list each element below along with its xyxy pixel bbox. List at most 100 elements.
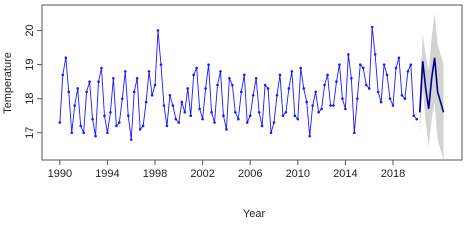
point <box>364 83 368 87</box>
point <box>216 83 219 87</box>
plot-frame <box>41 4 463 161</box>
point <box>162 104 166 107</box>
point <box>344 107 347 111</box>
point <box>189 114 193 118</box>
interval-band <box>419 13 444 161</box>
point <box>67 90 71 94</box>
point <box>138 128 142 131</box>
point <box>335 80 338 83</box>
y-tick-label: 19 <box>24 58 36 70</box>
point <box>234 111 237 114</box>
point <box>353 131 356 135</box>
point <box>222 114 225 118</box>
point <box>397 56 401 60</box>
point <box>73 104 77 107</box>
point <box>58 121 62 124</box>
point <box>394 66 398 70</box>
point <box>97 80 100 83</box>
point <box>159 63 163 66</box>
point <box>341 97 344 100</box>
point <box>213 121 216 124</box>
point <box>141 124 145 128</box>
point <box>82 131 85 135</box>
point <box>323 83 326 87</box>
point <box>305 100 309 104</box>
point <box>347 53 350 56</box>
point <box>147 70 151 73</box>
point <box>326 73 329 77</box>
point <box>239 90 243 94</box>
point <box>284 111 288 114</box>
point <box>180 100 184 104</box>
point <box>290 70 294 73</box>
point <box>308 134 312 138</box>
point <box>248 114 252 118</box>
point <box>388 97 392 100</box>
point <box>275 93 279 97</box>
point <box>129 138 133 141</box>
point <box>257 111 261 114</box>
point <box>358 63 362 66</box>
point <box>118 121 121 124</box>
point <box>373 53 377 56</box>
page: Year Temperature 17 18 19 20 1990 1994 1998 200… <box>1 4 463 220</box>
point <box>61 73 65 77</box>
point <box>272 121 276 124</box>
point <box>251 93 255 97</box>
point <box>228 76 231 80</box>
x-tick-label: 2006 <box>238 168 262 180</box>
y-axis-title: Temperature <box>2 52 14 114</box>
point <box>299 66 303 70</box>
point <box>183 111 187 114</box>
chart: Year Temperature 17 18 19 20 1990 1994 1998 200… <box>2 4 463 220</box>
point <box>70 131 74 135</box>
point <box>64 56 68 60</box>
point <box>409 63 413 66</box>
point <box>103 114 106 118</box>
point <box>121 97 124 100</box>
series-line <box>59 27 418 140</box>
point <box>320 107 323 111</box>
point <box>379 100 383 104</box>
point <box>91 117 94 121</box>
x-tick-label: 2014 <box>333 168 357 180</box>
point <box>168 93 172 97</box>
point <box>132 90 136 94</box>
point <box>406 70 410 73</box>
point <box>115 124 118 128</box>
point <box>287 87 291 90</box>
point <box>192 73 195 77</box>
point <box>100 66 103 70</box>
point <box>219 70 222 73</box>
point <box>153 83 157 87</box>
point <box>370 25 374 29</box>
point <box>144 100 148 104</box>
point <box>204 87 207 90</box>
point <box>302 87 306 90</box>
point <box>314 90 317 94</box>
point <box>165 124 169 128</box>
point <box>135 76 139 80</box>
point <box>79 124 82 128</box>
point <box>112 76 115 80</box>
point <box>207 63 210 66</box>
point <box>156 29 160 32</box>
point <box>225 128 228 131</box>
point <box>106 131 109 135</box>
point <box>186 87 190 90</box>
x-axis-title: Year <box>243 208 266 220</box>
point <box>376 90 380 94</box>
point <box>350 76 353 80</box>
point <box>278 73 282 77</box>
point <box>355 97 359 100</box>
point <box>150 93 154 97</box>
point <box>85 90 88 94</box>
point <box>195 66 198 70</box>
point <box>382 63 386 66</box>
point <box>237 117 240 121</box>
point <box>293 114 297 118</box>
point <box>317 111 320 114</box>
point <box>245 121 249 124</box>
y-tick-label: 17 <box>24 127 36 139</box>
point <box>385 73 389 77</box>
